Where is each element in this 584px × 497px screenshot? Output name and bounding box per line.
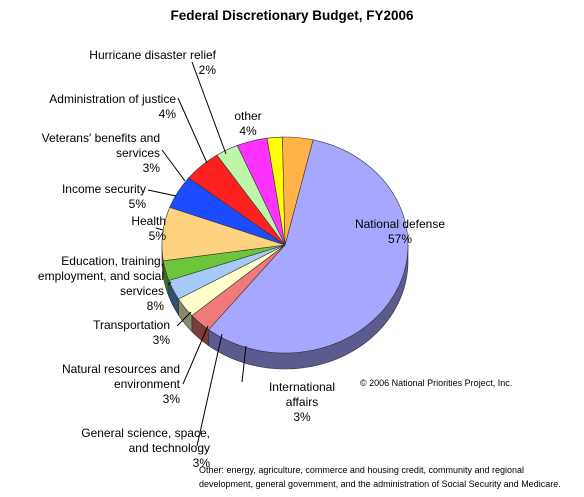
leader-line-9 [177,97,208,164]
pie-top-layer [161,136,409,354]
slice-label-0: National defense 57% [340,217,460,247]
slice-label-line: affairs [285,395,319,409]
slice-percent: 5% [148,229,166,243]
slice-label-line: Administration of justice [49,92,176,106]
slice-percent: 3% [142,161,160,175]
slice-label-line: Health [131,214,166,228]
leader-line-10 [191,61,227,155]
slice-label-line: International [268,380,336,394]
slice-percent: 2% [198,63,216,77]
slice-label-line: Hurricane disaster relief [89,48,216,62]
slice-label-9: Administration of justice 4% [20,92,176,122]
leader-line-3 [182,325,209,385]
slice-label-10: Hurricane disaster relief 2% [42,48,216,78]
slice-label-7: Income security 5% [40,182,146,212]
slice-label-line: Veterans' benefits and [41,131,160,145]
slice-label-line: other [234,109,262,123]
slice-label-1: International affairs 3% [262,380,342,425]
leader-line-4 [176,311,192,327]
slice-percent: 3% [192,456,210,470]
chart-title: Federal Discretionary Budget, FY2006 [170,8,414,23]
slice-label-6: Health 5% [80,214,166,244]
slice-label-3: Natural resources and environment 3% [30,362,180,407]
slice-percent: 8% [146,299,164,313]
pie-slice-0 [208,139,409,354]
slice-label-line: Natural resources and [61,362,180,376]
slice-label-5: Education, training, employment, and soci… [0,254,164,314]
leader-line-6 [155,227,164,231]
slice-percent: 3% [293,410,311,424]
slice-percent: 4% [158,107,176,121]
slice-percent: 3% [162,392,180,406]
slice-label-line: General science, space, [81,426,210,440]
pie-slice-11 [282,136,314,246]
leader-line-5 [167,281,172,286]
slice-label-line: environment [113,377,180,391]
slice-label-line: Education, training, [61,254,164,268]
leader-line-8 [161,149,186,182]
slice-label-line: Transportation [93,318,170,332]
slice-label-4: Transportation 3% [60,318,170,348]
leader-line-1 [241,345,247,383]
footnote: Other: energy, agriculture, commerce and… [199,465,561,489]
slice-label-line: Income security [61,182,146,196]
slice-percent: 4% [239,124,257,138]
slice-label-line: services [115,146,160,160]
slice-label-2: General science, space, and technology 3% [30,426,210,471]
leader-lines [147,61,247,447]
slice-percent: 3% [152,333,170,347]
slice-label-11: other 4% [218,109,278,139]
slice-percent: 5% [128,197,146,211]
leader-line-2 [196,333,223,447]
slice-percent: 57% [387,232,413,246]
slice-label-8: Veterans' benefits and services 3% [10,131,160,176]
slice-label-line: National defense [354,217,446,231]
slice-label-line: employment, and social [37,269,164,283]
copyright-note: © 2006 National Priorities Project, Inc. [360,378,513,388]
slice-label-line: services [119,284,164,298]
leader-line-7 [147,189,177,197]
slice-label-line: and technology [128,441,210,455]
